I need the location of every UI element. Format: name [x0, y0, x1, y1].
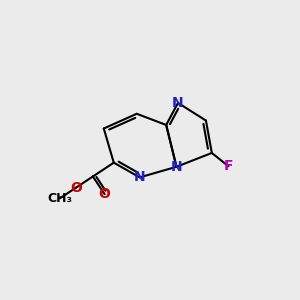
Text: N: N — [134, 170, 146, 184]
Text: N: N — [171, 160, 182, 174]
Text: O: O — [70, 181, 82, 195]
Text: N: N — [172, 96, 184, 110]
Text: O: O — [99, 187, 110, 201]
Text: F: F — [224, 159, 233, 173]
Text: CH₃: CH₃ — [47, 192, 72, 205]
